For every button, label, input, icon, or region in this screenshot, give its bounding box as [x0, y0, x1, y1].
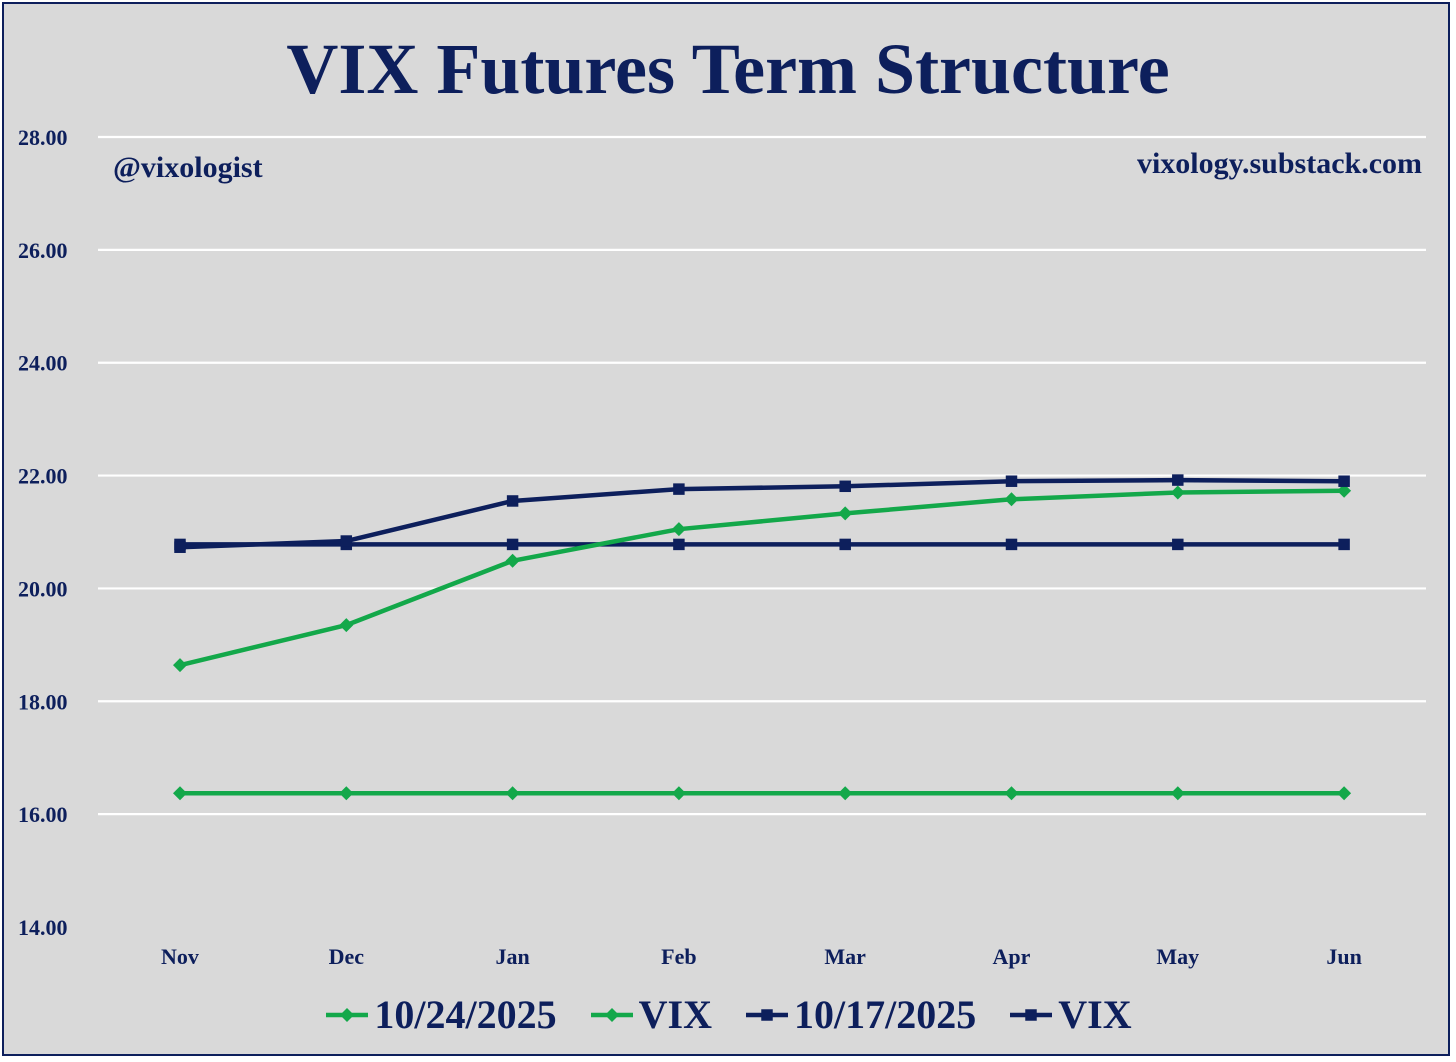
x-tick-label: Apr [993, 944, 1031, 969]
y-tick-label: 16.00 [18, 802, 68, 827]
data-point [1005, 538, 1018, 551]
data-point [839, 538, 851, 551]
data-point [174, 541, 186, 553]
data-point [1005, 475, 1018, 487]
series-1 [173, 786, 1352, 801]
author-handle: @vixologist [113, 151, 263, 184]
y-axis-tick-labels: 14.00 16.00 18.00 20.00 22.00 24.00 26.00 28.00 [18, 125, 68, 940]
data-point [1170, 485, 1185, 500]
series-2 [174, 474, 1350, 553]
legend-label: 10/24/2025 [374, 992, 557, 1037]
data-point [506, 538, 519, 551]
legend-swatch [590, 1008, 633, 1022]
legend-marker [340, 1008, 355, 1022]
gridlines [98, 135, 1426, 816]
data-point [838, 786, 853, 801]
data-point [505, 786, 520, 801]
y-tick-label: 14.00 [18, 915, 68, 940]
series-lines [173, 474, 1352, 801]
data-point [339, 786, 354, 801]
plot-area: 14.00 16.00 18.00 20.00 22.00 24.00 26.00 28.00… [18, 125, 1426, 969]
data-point [839, 480, 851, 493]
data-point [1338, 538, 1350, 551]
data-point [1170, 786, 1185, 801]
legend-label: 10/17/2025 [794, 992, 977, 1037]
data-point [340, 535, 353, 547]
x-tick-label: Feb [661, 944, 696, 969]
data-point [673, 483, 685, 495]
x-axis-tick-labels: Nov Dec Jan Feb Mar Apr May Jun [161, 944, 1362, 969]
x-tick-label: Jun [1326, 944, 1361, 969]
y-tick-label: 28.00 [18, 125, 68, 150]
data-point [838, 506, 853, 521]
y-tick-label: 18.00 [18, 689, 68, 714]
legend-item: 10/24/2025 [324, 992, 557, 1038]
y-tick-label: 24.00 [18, 351, 68, 376]
x-tick-label: Dec [329, 944, 365, 969]
data-point [173, 658, 187, 673]
data-point [505, 553, 520, 568]
data-point [1004, 492, 1019, 507]
legend-swatch [1010, 1009, 1053, 1021]
x-tick-label: Jan [495, 944, 529, 969]
data-point [673, 538, 685, 551]
legend: 10/24/2025 VIX 10/17/2025 VIX [0, 990, 1456, 1040]
data-point [1338, 475, 1350, 487]
data-point [671, 522, 686, 537]
legend-marker [1025, 1009, 1037, 1021]
data-point [671, 786, 686, 801]
y-tick-label: 22.00 [18, 464, 68, 489]
data-point [173, 786, 187, 801]
data-point [1172, 538, 1184, 551]
series-line [179, 477, 1345, 550]
legend-marker [761, 1009, 773, 1021]
y-tick-label: 26.00 [18, 238, 68, 263]
data-point [1004, 786, 1019, 801]
legend-item: VIX [1008, 992, 1132, 1038]
data-point [1337, 483, 1352, 498]
y-tick-label: 20.00 [18, 576, 68, 601]
x-tick-label: Mar [824, 944, 866, 969]
data-point [1172, 474, 1184, 486]
series-0 [173, 483, 1352, 673]
legend-label: VIX [1058, 992, 1132, 1037]
legend-swatch [326, 1008, 369, 1022]
legend-item: 10/17/2025 [744, 992, 976, 1038]
data-point [339, 618, 354, 633]
chart-title: VIX Futures Term Structure [286, 29, 1170, 109]
x-tick-label: May [1156, 944, 1199, 969]
site-watermark: vixology.substack.com [1136, 147, 1422, 180]
x-tick-label: Nov [161, 944, 199, 969]
legend-marker [604, 1008, 619, 1022]
series-line [179, 488, 1345, 668]
data-point [1337, 786, 1352, 801]
legend-swatch [746, 1009, 788, 1021]
legend-item: VIX [589, 992, 712, 1038]
data-point [506, 495, 519, 507]
legend-label: VIX [638, 992, 712, 1037]
